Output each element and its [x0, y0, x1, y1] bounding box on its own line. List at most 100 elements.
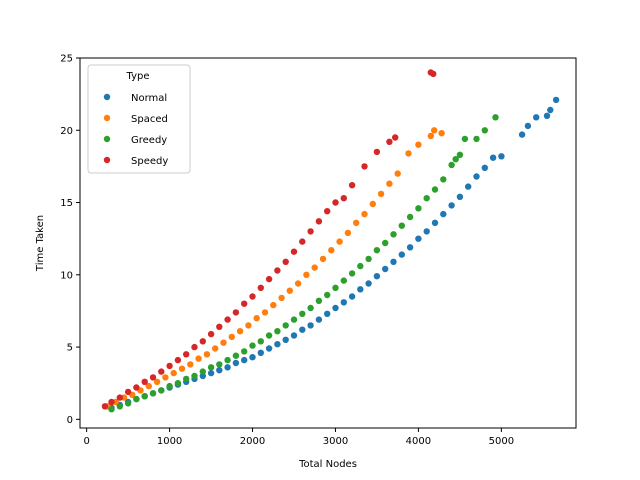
legend-marker-greedy: [103, 135, 111, 143]
point-speedy-8: [166, 362, 173, 370]
point-spaced-39: [431, 127, 438, 134]
point-normal-18: [257, 349, 264, 356]
point-spaced-35: [394, 170, 401, 177]
y-tick-label-1: 5: [67, 343, 73, 354]
point-speedy-34: [392, 134, 399, 141]
point-spaced-30: [353, 219, 360, 226]
point-greedy-32: [373, 247, 381, 254]
legend-marker-speedy: [103, 156, 111, 164]
point-greedy-7: [166, 382, 173, 390]
point-greedy-9: [183, 375, 190, 383]
point-greedy-33: [382, 239, 389, 247]
point-greedy-15: [232, 352, 240, 359]
point-spaced-17: [245, 322, 252, 329]
point-spaced-24: [303, 271, 310, 278]
legend: Type Normal Spaced Greedy Speedy: [87, 64, 191, 174]
point-normal-23: [299, 326, 306, 333]
series-greedy: [108, 114, 499, 413]
point-speedy-4: [133, 384, 140, 391]
point-normal-17: [249, 354, 256, 361]
point-spaced-32: [369, 200, 376, 208]
y-tick-label-3: 15: [60, 198, 73, 209]
point-normal-28: [340, 299, 347, 306]
point-spaced-9: [178, 365, 186, 372]
point-greedy-17: [249, 342, 256, 349]
point-greedy-42: [452, 156, 459, 163]
point-normal-34: [390, 258, 397, 265]
legend-label-spaced: Spaced: [131, 114, 168, 125]
point-spaced-27: [328, 247, 335, 254]
point-speedy-16: [232, 309, 240, 316]
point-spaced-13: [212, 345, 219, 352]
point-spaced-5: [145, 382, 152, 390]
point-greedy-5: [149, 390, 157, 397]
point-normal-47: [498, 153, 505, 160]
point-spaced-40: [438, 130, 445, 137]
point-greedy-16: [241, 348, 248, 355]
x-axis-label: Total Nodes: [298, 459, 357, 470]
point-greedy-12: [207, 364, 215, 371]
point-greedy-43: [456, 151, 464, 158]
point-normal-52: [547, 106, 554, 114]
point-normal-29: [348, 293, 356, 300]
point-spaced-36: [405, 150, 412, 157]
ticks-layer: 0 1000 2000 3000 4000 5000 0 5 10 15 20 25: [60, 54, 514, 448]
point-speedy-17: [241, 300, 248, 307]
point-speedy-24: [299, 238, 306, 245]
point-normal-13: [216, 367, 223, 374]
point-spaced-20: [270, 301, 277, 309]
point-speedy-11: [191, 343, 198, 351]
point-normal-15: [232, 359, 240, 367]
point-normal-46: [489, 154, 497, 161]
point-normal-16: [241, 356, 248, 364]
point-spaced-15: [228, 333, 235, 341]
point-normal-45: [481, 164, 488, 171]
point-greedy-40: [440, 176, 447, 183]
point-greedy-14: [224, 356, 231, 364]
point-speedy-19: [257, 284, 264, 291]
point-speedy-15: [224, 316, 231, 323]
point-spaced-8: [170, 369, 177, 377]
point-normal-26: [324, 310, 331, 317]
point-normal-37: [415, 235, 422, 242]
point-speedy-13: [207, 330, 215, 338]
point-normal-42: [456, 193, 464, 200]
point-greedy-30: [357, 262, 364, 270]
point-speedy-22: [282, 258, 289, 265]
point-spaced-26: [319, 255, 327, 263]
point-greedy-13: [216, 361, 223, 368]
point-greedy-21: [282, 322, 289, 329]
x-tick-label-5: 5000: [489, 436, 514, 447]
point-greedy-37: [415, 205, 422, 212]
point-normal-35: [398, 251, 405, 258]
point-speedy-21: [274, 267, 281, 274]
point-greedy-44: [461, 135, 469, 143]
point-spaced-11: [195, 355, 202, 362]
point-greedy-18: [257, 338, 264, 345]
point-greedy-2: [124, 400, 132, 407]
point-normal-51: [543, 112, 551, 120]
point-spaced-19: [261, 309, 269, 316]
point-normal-14: [224, 364, 231, 371]
point-greedy-34: [390, 231, 397, 238]
point-greedy-20: [274, 328, 281, 335]
point-speedy-27: [324, 208, 331, 215]
point-normal-48: [518, 131, 526, 138]
point-normal-31: [365, 280, 372, 287]
point-normal-50: [533, 114, 540, 121]
point-greedy-23: [299, 310, 306, 317]
point-spaced-29: [344, 229, 352, 237]
series-speedy: [101, 69, 437, 410]
point-greedy-27: [332, 284, 339, 291]
point-greedy-39: [431, 186, 439, 193]
point-spaced-6: [153, 378, 161, 385]
point-normal-11: [199, 372, 206, 380]
point-speedy-2: [116, 394, 124, 401]
point-speedy-26: [315, 218, 323, 225]
y-tick-label-5: 25: [60, 54, 73, 65]
point-spaced-33: [377, 190, 385, 198]
point-normal-12: [207, 369, 215, 377]
point-normal-38: [423, 228, 430, 235]
point-spaced-23: [294, 280, 302, 287]
